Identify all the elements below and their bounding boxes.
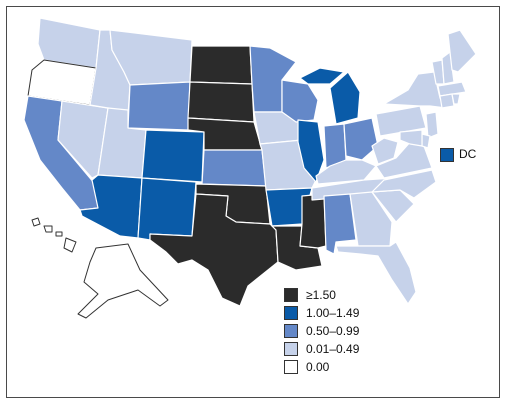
state-FL	[335, 241, 417, 305]
state-CO	[141, 129, 205, 183]
state-SD	[187, 81, 255, 123]
legend: ≥1.50 1.00–1.49 0.50–0.99 0.01–0.49 0.00	[284, 286, 359, 376]
legend-swatch	[284, 306, 298, 320]
legend-label: 0.01–0.49	[306, 342, 360, 356]
state-ME	[447, 29, 477, 73]
legend-item: 1.00–1.49	[284, 304, 359, 322]
state-MS	[299, 193, 327, 249]
legend-label: 0.00	[306, 360, 330, 374]
legend-swatch	[284, 324, 298, 338]
dc-swatch	[440, 148, 454, 162]
state-KS	[201, 149, 267, 187]
state-KY	[315, 159, 377, 185]
state-WV	[371, 137, 399, 165]
state-AK	[77, 243, 169, 319]
state-TX	[149, 193, 279, 307]
state-MI-UP	[299, 67, 345, 85]
legend-swatch	[284, 342, 298, 356]
state-ND	[189, 45, 253, 85]
legend-item: 0.50–0.99	[284, 322, 359, 340]
state-MD	[399, 129, 423, 147]
state-MI	[329, 71, 361, 125]
legend-label: 1.00–1.49	[306, 306, 360, 320]
state-NJ	[425, 111, 439, 139]
state-HI	[31, 217, 77, 253]
dc-label: DC	[459, 147, 477, 161]
state-RI	[451, 93, 461, 105]
legend-item: 0.01–0.49	[284, 340, 359, 358]
state-OH	[343, 117, 379, 161]
state-PA	[375, 105, 427, 137]
legend-swatch	[284, 288, 298, 302]
legend-swatch	[284, 360, 298, 374]
state-IL	[297, 119, 325, 183]
state-WY	[127, 81, 191, 131]
state-NM	[137, 177, 197, 241]
state-CT	[439, 93, 455, 109]
state-WI	[281, 79, 319, 123]
legend-label: 0.50–0.99	[306, 324, 360, 338]
legend-item: 0.00	[284, 358, 359, 376]
state-NC	[371, 169, 437, 199]
legend-item: ≥1.50	[284, 286, 359, 304]
legend-label: ≥1.50	[306, 288, 336, 302]
state-MA	[437, 81, 467, 97]
state-GA	[349, 191, 393, 247]
state-DE	[421, 133, 431, 149]
